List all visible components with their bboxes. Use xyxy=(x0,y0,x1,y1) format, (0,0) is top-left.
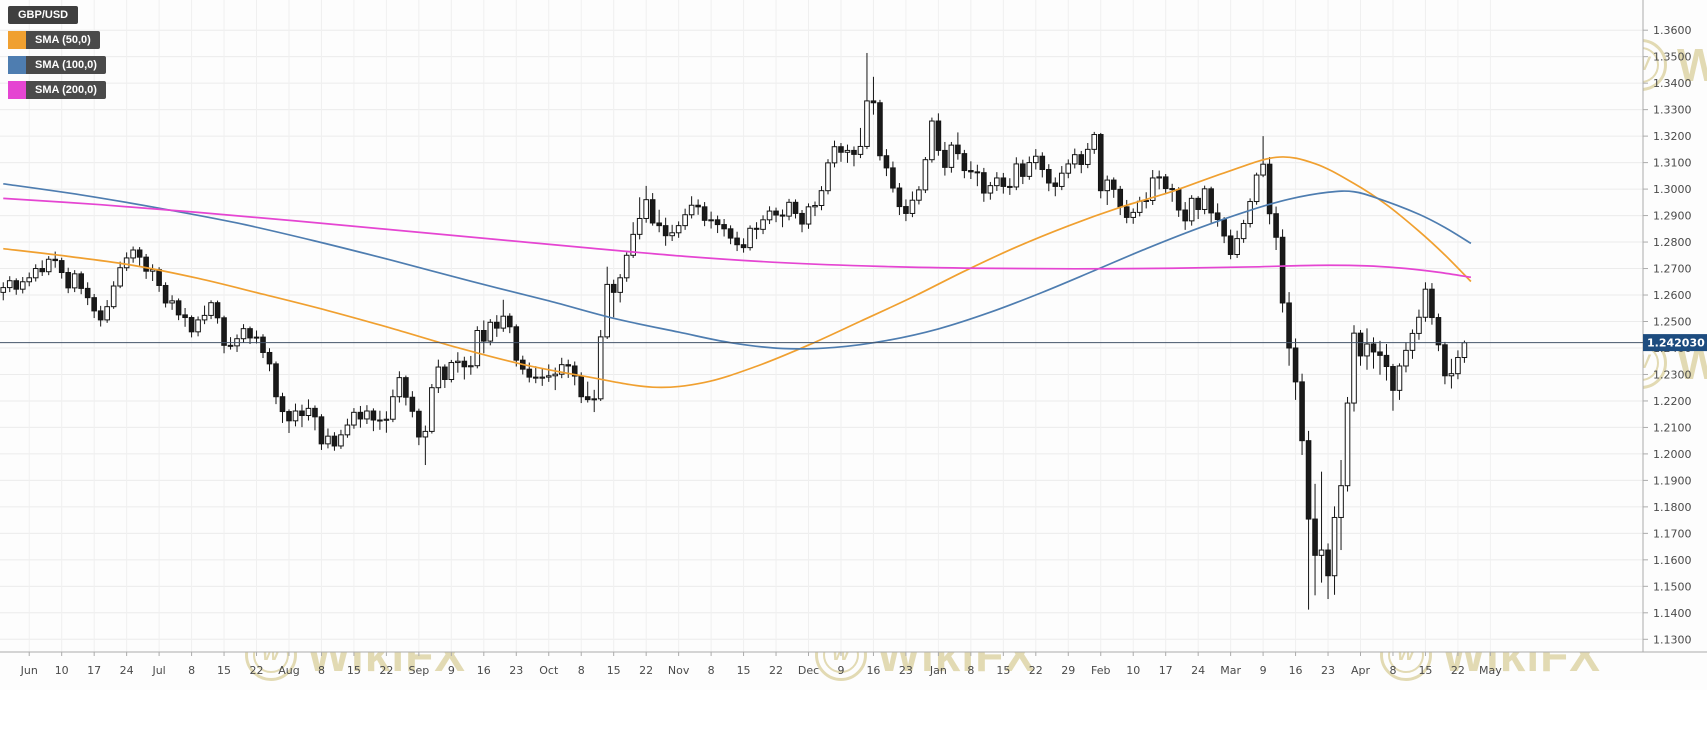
time-axis-label: 23 xyxy=(1321,664,1335,677)
sma100-color-swatch xyxy=(8,56,26,74)
time-axis-label: 23 xyxy=(899,664,913,677)
time-axis-label: Dec xyxy=(798,664,819,677)
sma50-color-swatch xyxy=(8,31,26,49)
time-axis-label: 15 xyxy=(347,664,361,677)
svg-text:1.242030: 1.242030 xyxy=(1647,337,1705,350)
time-axis: Jun 10 17 24 Jul 8 15 22 Aug 8 15 22 Sep 9 16 23 Oct 8 15 2… xyxy=(20,652,1502,677)
price-axis-label: 1.2800 xyxy=(1653,236,1692,249)
price-axis-label: 1.2000 xyxy=(1653,448,1692,461)
price-axis-label: 1.1400 xyxy=(1653,607,1692,620)
wikifx-watermark-text: WikiFX xyxy=(1677,39,1707,91)
price-axis-label: 1.3300 xyxy=(1653,104,1692,117)
sma-line xyxy=(3,197,1472,279)
time-axis-label: 9 xyxy=(837,664,844,677)
time-axis-label: Sep xyxy=(409,664,430,677)
indicator-badge-sma50[interactable]: SMA (50,0) xyxy=(8,31,106,49)
sma-line xyxy=(3,182,1472,350)
price-axis-label: 1.2900 xyxy=(1653,210,1692,223)
candlestick-chart[interactable]: WWikiFXWWikiFXWWikiFXWWikiFXWWikiFXWWiki… xyxy=(0,0,1707,690)
time-axis-label: 8 xyxy=(708,664,715,677)
price-axis-label: 1.1300 xyxy=(1653,633,1692,646)
time-axis-label: 17 xyxy=(1159,664,1173,677)
time-axis-label: 22 xyxy=(769,664,783,677)
time-axis-label: 16 xyxy=(866,664,880,677)
price-axis-label: 1.3100 xyxy=(1653,157,1692,170)
price-axis-label: 1.1500 xyxy=(1653,580,1692,593)
time-axis-label: 23 xyxy=(509,664,523,677)
time-axis-label: Jan xyxy=(929,664,947,677)
price-axis-label: 1.1700 xyxy=(1653,527,1692,540)
indicator-label: SMA (100,0) xyxy=(26,56,106,74)
time-axis-label: 22 xyxy=(1451,664,1465,677)
price-axis-label: 1.1900 xyxy=(1653,474,1692,487)
indicator-label: SMA (50,0) xyxy=(26,31,100,49)
time-axis-label: 22 xyxy=(250,664,264,677)
time-axis-label: 22 xyxy=(379,664,393,677)
price-axis-label: 1.3000 xyxy=(1653,183,1692,196)
time-axis-label: Mar xyxy=(1220,664,1241,677)
time-axis-label: 15 xyxy=(1418,664,1432,677)
chart-legend: GBP/USD SMA (50,0) SMA (100,0) SMA (200,… xyxy=(8,6,106,99)
symbol-badge[interactable]: GBP/USD xyxy=(8,6,79,24)
time-axis-label: May xyxy=(1479,664,1502,677)
sma-line xyxy=(3,156,1472,389)
indicator-badge-sma100[interactable]: SMA (100,0) xyxy=(8,56,106,74)
chart-canvas[interactable]: 1.3600 1.3500 1.3400 1.3300 1.3200 1.3100 1.30… xyxy=(0,0,1707,690)
time-axis-label: 15 xyxy=(217,664,231,677)
price-axis-label: 1.2600 xyxy=(1653,289,1692,302)
time-axis-label: Aug xyxy=(278,664,299,677)
time-axis-label: Jun xyxy=(20,664,38,677)
time-axis-label: 8 xyxy=(318,664,325,677)
time-axis-label: 9 xyxy=(448,664,455,677)
price-axis-label: 1.1800 xyxy=(1653,501,1692,514)
time-axis-label: 29 xyxy=(1061,664,1075,677)
price-axis-label: 1.1600 xyxy=(1653,554,1692,567)
sma200-color-swatch xyxy=(8,81,26,99)
price-axis-label: 1.3200 xyxy=(1653,130,1692,143)
indicator-label: SMA (200,0) xyxy=(26,81,106,99)
time-axis-label: 8 xyxy=(1389,664,1396,677)
price-axis-label: 1.3600 xyxy=(1653,24,1692,37)
time-axis-label: 15 xyxy=(737,664,751,677)
price-axis-label: 1.2500 xyxy=(1653,316,1692,329)
time-axis-label: Oct xyxy=(539,664,559,677)
time-axis-label: 10 xyxy=(55,664,69,677)
indicator-badge-sma200[interactable]: SMA (200,0) xyxy=(8,81,106,99)
time-axis-label: 17 xyxy=(87,664,101,677)
time-axis-label: 15 xyxy=(996,664,1010,677)
time-axis-label: Feb xyxy=(1091,664,1110,677)
price-axis-label: 1.3400 xyxy=(1653,77,1692,90)
time-axis-label: 22 xyxy=(1029,664,1043,677)
last-price-badge xyxy=(1643,334,1707,352)
last-price-line: 1.242030 xyxy=(0,334,1707,352)
time-axis-label: 9 xyxy=(1260,664,1267,677)
time-axis-label: Jul xyxy=(151,664,165,677)
price-axis-label: 1.2300 xyxy=(1653,368,1692,381)
time-axis-label: 24 xyxy=(120,664,134,677)
time-axis-label: Nov xyxy=(668,664,690,677)
plot-background xyxy=(0,0,1643,652)
time-axis-label: 16 xyxy=(1289,664,1303,677)
time-axis-label: 10 xyxy=(1126,664,1140,677)
time-axis-label: 16 xyxy=(477,664,491,677)
axis-frame xyxy=(0,0,1707,653)
time-axis-label: Apr xyxy=(1351,664,1371,677)
time-axis-label: 8 xyxy=(967,664,974,677)
price-axis-label: 1.3500 xyxy=(1653,51,1692,64)
price-axis-label: 1.2200 xyxy=(1653,395,1692,408)
symbol-badge-row: GBP/USD xyxy=(8,6,106,24)
time-axis-label: 8 xyxy=(188,664,195,677)
time-axis-label: 22 xyxy=(639,664,653,677)
time-axis-label: 15 xyxy=(607,664,621,677)
price-axis-label: 1.2700 xyxy=(1653,263,1692,276)
time-axis-label: 8 xyxy=(578,664,585,677)
candles xyxy=(0,52,1468,610)
price-axis-label: 1.2100 xyxy=(1653,421,1692,434)
time-axis-label: 24 xyxy=(1191,664,1205,677)
